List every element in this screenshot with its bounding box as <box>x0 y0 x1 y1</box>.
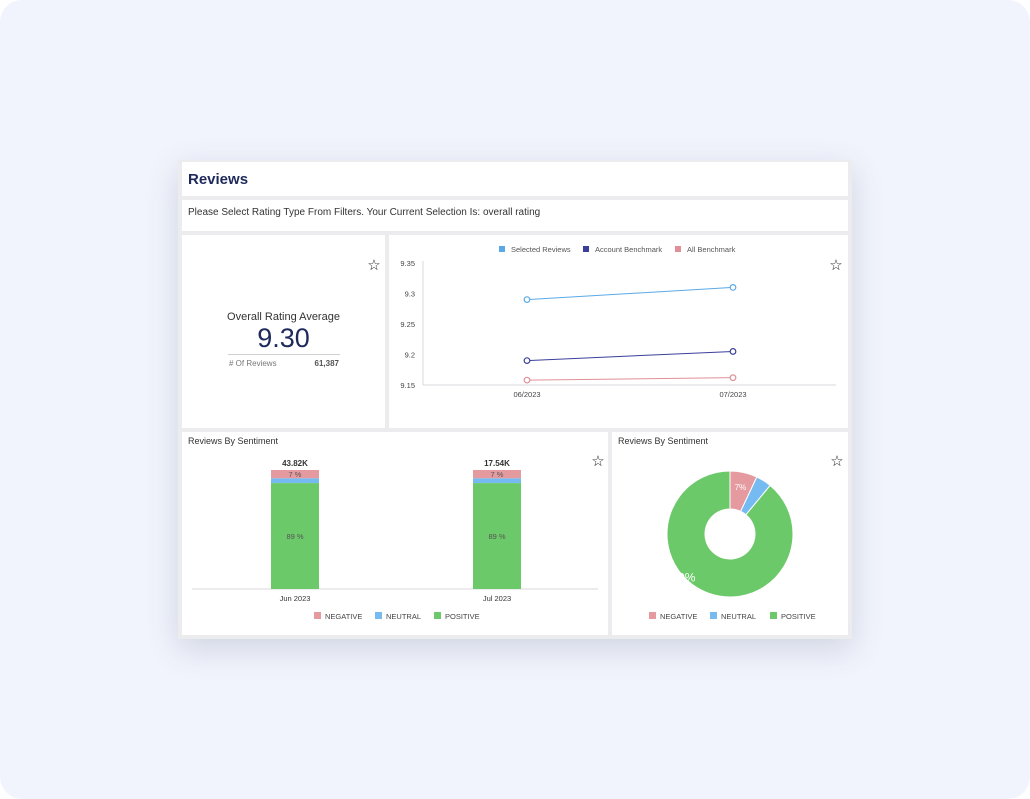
pie-slice <box>666 470 794 598</box>
bar-total-label: 17.54K <box>484 459 510 468</box>
data-point <box>523 296 531 303</box>
y-tick-label: 9.2 <box>405 351 415 360</box>
slice-label: 7% <box>735 483 747 492</box>
pie-chart: 7% 89% NEGATIVE NEUTRAL POSITIVE <box>649 470 816 621</box>
bar-segment <box>271 478 319 484</box>
filter-panel: Please Select Rating Type From Filters. … <box>182 200 848 231</box>
data-point <box>729 348 737 355</box>
legend-swatch <box>314 612 321 619</box>
legend-label: NEGATIVE <box>325 612 362 621</box>
legend-label: NEUTRAL <box>721 612 756 621</box>
legend-label: NEUTRAL <box>386 612 421 621</box>
slice-label: 89% <box>671 570 695 584</box>
x-tick-label: Jul 2023 <box>483 594 511 603</box>
kpi-label: Overall Rating Average <box>227 311 340 323</box>
data-label: 7 % <box>491 470 504 479</box>
bar-segment <box>473 478 521 484</box>
x-tick-label: Jun 2023 <box>280 594 311 603</box>
filter-selection-text: Please Select Rating Type From Filters. … <box>188 207 541 218</box>
page-title: Reviews <box>188 171 249 188</box>
kpi-card: ☆ Overall Rating Average 9.30 # Of Revie… <box>182 235 385 428</box>
line-chart: Selected Reviews Account Benchmark All Ben… <box>400 245 836 399</box>
series-line <box>526 377 734 381</box>
star-icon[interactable]: ☆ <box>830 453 844 470</box>
legend-label: POSITIVE <box>445 612 480 621</box>
legend-swatch <box>710 612 717 619</box>
legend-swatch <box>675 246 681 252</box>
data-point <box>729 374 737 382</box>
y-tick-label: 9.3 <box>405 290 415 299</box>
legend-swatch <box>649 612 656 619</box>
legend-label: Account Benchmark <box>595 245 662 254</box>
legend-label: NEGATIVE <box>660 612 697 621</box>
data-point <box>523 376 531 384</box>
legend-label: All Benchmark <box>687 245 736 254</box>
bar-chart-title: Reviews By Sentiment <box>188 436 279 446</box>
bar-segment <box>271 470 319 479</box>
data-label: 89 % <box>286 532 303 541</box>
bar-segment <box>473 470 521 479</box>
legend-swatch <box>499 246 505 252</box>
legend-label: POSITIVE <box>781 612 816 621</box>
pie-chart-panel: Reviews By Sentiment ☆ 7% 89% NEGATIVE NEUT… <box>612 432 848 635</box>
data-label: 89 % <box>488 532 505 541</box>
pie-chart-title: Reviews By Sentiment <box>618 436 709 446</box>
bar-total-label: 43.82K <box>282 459 308 468</box>
legend-swatch <box>583 246 589 252</box>
legend-swatch <box>434 612 441 619</box>
legend-swatch <box>770 612 777 619</box>
y-tick-label: 9.35 <box>400 259 415 268</box>
star-icon[interactable]: ☆ <box>829 257 843 274</box>
legend-swatch <box>375 612 382 619</box>
reviews-count-label: # Of Reviews <box>229 359 277 368</box>
y-tick-label: 9.25 <box>400 320 415 329</box>
data-point <box>523 357 531 364</box>
data-point <box>729 284 737 291</box>
line-chart-panel: ☆ Selected Reviews Account Benchmark All B… <box>389 235 848 428</box>
data-label: 7 % <box>289 470 302 479</box>
reviews-count-value: 61,387 <box>314 359 339 368</box>
bar-segment <box>473 483 521 589</box>
legend-label: Selected Reviews <box>511 245 571 254</box>
x-tick-label: 07/2023 <box>719 390 746 399</box>
bar-segment <box>271 483 319 589</box>
x-tick-label: 06/2023 <box>513 390 540 399</box>
kpi-value: 9.30 <box>257 323 310 353</box>
star-icon[interactable]: ☆ <box>591 453 605 470</box>
dashboard: Reviews Please Select Rating Type From F… <box>178 160 852 639</box>
header-panel: Reviews <box>182 162 848 196</box>
bar-chart: 7 % 89 % 43.82K Jun 2023 7 % 89 % 17.54K Jul 20… <box>192 459 598 621</box>
series-line <box>526 286 734 301</box>
series-line <box>526 350 734 362</box>
bar-chart-panel: Reviews By Sentiment ☆ 7 % 89 % 43.82K Jun … <box>182 432 608 635</box>
divider <box>228 354 340 355</box>
star-icon[interactable]: ☆ <box>367 257 381 274</box>
y-tick-label: 9.15 <box>400 381 415 390</box>
